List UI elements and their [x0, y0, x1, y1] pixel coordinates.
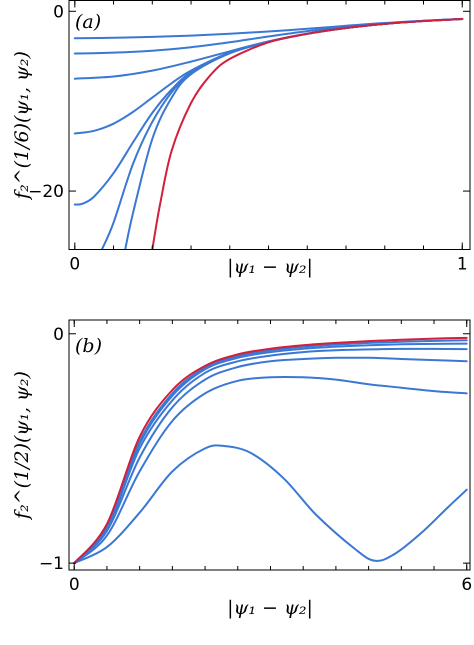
panel-b-series-line-6	[73, 339, 468, 565]
panel-a-series-line-7	[124, 18, 464, 250]
panel-a-series-line-2	[73, 17, 464, 55]
panel-a-xtick-label: 0	[69, 255, 80, 275]
panel-a-ytick-label: −20	[28, 182, 64, 202]
panel-b-series-line-3	[73, 356, 468, 565]
panel-b-label: (b)	[75, 335, 102, 357]
panel-a-ticks: 0 1 0 −20	[28, 0, 470, 275]
panel-b-ytick-label: 0	[53, 325, 64, 345]
panel-b-frame	[68, 319, 471, 571]
panel-a-ytick-label: 0	[53, 2, 64, 22]
panel-b-ticks: 0 60−1	[39, 320, 472, 595]
panel-b-series-line-7	[73, 336, 468, 565]
panel-a-ylabel: f₂^(1/6)(ψ₁, ψ₂)	[11, 51, 33, 201]
panel-a-xlabel: |ψ₁ − ψ₂|	[227, 256, 313, 278]
panel-a-xtick-label: 1	[457, 255, 468, 275]
panel-b-ylabel: f₂^(1/2)(ψ₁, ψ₂)	[11, 371, 33, 521]
panel-b-series-line-4	[73, 347, 468, 565]
panel-b-series-line-1	[73, 444, 468, 565]
panel-a-series-line-8	[151, 18, 464, 250]
panel-b-ytick-label: −1	[39, 554, 64, 574]
panel-a-series-line-6	[100, 18, 464, 250]
panel-a-series	[73, 17, 464, 250]
panel-b-xlabel: |ψ₁ − ψ₂|	[227, 597, 313, 619]
panel-b-series	[73, 336, 468, 565]
panel-b-xtick-label: 6	[461, 575, 472, 595]
panel-b: 0 60−1 (b) |ψ₁ − ψ₂| f₂^(1/2)(ψ₁, ψ₂)	[11, 319, 472, 619]
panel-a-label: (a)	[75, 11, 101, 33]
panel-a: 0 1 0 −20 (a) |ψ₁ − ψ₂| f₂^(1/6)(ψ₁, ψ₂)	[11, 0, 471, 278]
panel-a-series-line-3	[73, 18, 464, 80]
panel-a-frame	[68, 0, 471, 250]
panel-b-series-line-2	[73, 376, 468, 565]
panel-b-xtick-label: 0	[69, 575, 80, 595]
